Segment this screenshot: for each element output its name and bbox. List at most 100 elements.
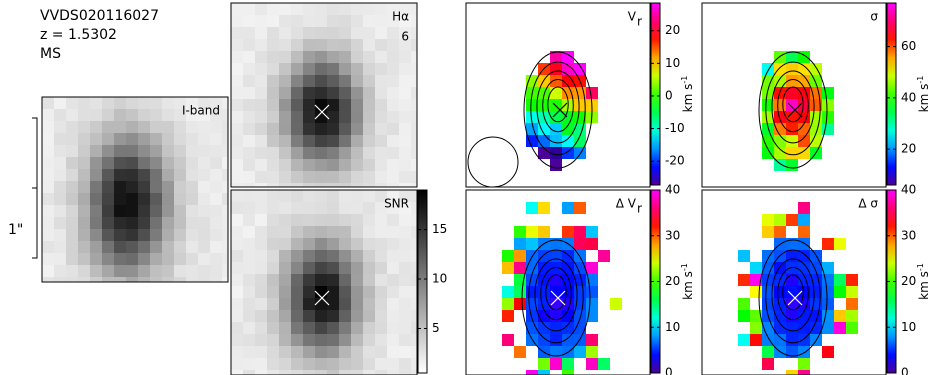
pixel [478,358,490,370]
pixel [726,183,738,187]
pixel [327,171,339,183]
pixel [255,370,267,375]
pixel [702,190,714,202]
pixel [738,171,750,183]
pixel [798,298,810,310]
pixel [738,135,750,147]
pixel [339,250,351,262]
pixel [243,3,255,15]
panel-frame [230,2,418,188]
pixel [411,286,417,298]
pixel [502,226,514,238]
pixel [267,370,279,375]
pixel [646,202,650,214]
pixel [114,109,126,121]
pixel [514,238,526,250]
pixel [243,159,255,171]
pixel [702,238,714,250]
pixel [610,51,622,63]
pixel [526,202,538,214]
pixel [303,286,315,298]
pixel [375,39,387,51]
pixel [714,274,726,286]
pixel [231,250,243,262]
pixel [634,87,646,99]
pixel [786,226,798,238]
pixel [279,190,291,202]
pixel [490,370,502,375]
pixel [538,15,550,27]
pixel [610,214,622,226]
pixel [411,159,417,171]
pixel [738,286,750,298]
pixel [646,298,650,310]
pixel [550,226,562,238]
pixel [490,334,502,346]
pixel [231,358,243,370]
pixel [162,121,174,133]
pixel [255,123,267,135]
pixel [750,159,762,171]
pixel [738,15,750,27]
pixel [798,99,810,111]
pixel [750,183,762,187]
pixel [586,298,598,310]
pixel [198,157,210,169]
pixel [798,286,810,298]
pixel [291,159,303,171]
pixel [846,286,858,298]
pixel [526,190,538,202]
pixel [243,226,255,238]
pixel [150,109,162,121]
pixel [726,202,738,214]
pixel [786,322,798,334]
pixel [846,190,858,202]
pixel [750,111,762,123]
pixel [363,63,375,75]
pixel [586,51,598,63]
pixel [478,111,490,123]
pixel [598,322,610,334]
pixel [291,183,303,187]
pixel [351,15,363,27]
pixel [798,370,810,375]
pixel [303,171,315,183]
pixel [387,99,399,111]
pixel [774,358,786,370]
panel-image [42,97,228,282]
pixel [834,310,846,322]
pixel [222,157,228,169]
pixel [267,135,279,147]
pixel [267,39,279,51]
pixel [54,265,66,277]
pixel [490,15,502,27]
pixel [870,358,882,370]
pixel [327,123,339,135]
pixel [466,3,478,15]
pixel [786,51,798,63]
pixel [870,190,882,202]
pixel [646,27,650,39]
pixel [375,262,387,274]
pixel [466,298,478,310]
pixel [466,111,478,123]
pixel [738,346,750,358]
pixel [315,15,327,27]
pixel [562,202,574,214]
pixel [822,159,834,171]
pixel [834,171,846,183]
pixel [646,310,650,322]
pixel [303,75,315,87]
pixel [351,226,363,238]
pixel [466,214,478,226]
pixel [502,262,514,274]
pixel [303,202,315,214]
center-cross [552,102,568,118]
pixel [174,217,186,229]
pixel [574,3,586,15]
contour [534,258,578,332]
pixel [78,253,90,265]
pixel [387,286,399,298]
pixel [610,147,622,159]
pixel [514,286,526,298]
